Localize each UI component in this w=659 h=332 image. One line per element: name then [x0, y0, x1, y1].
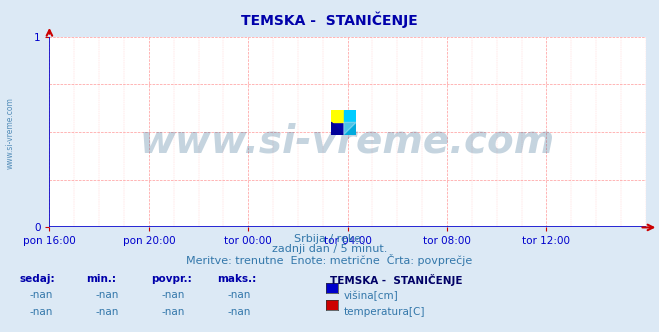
Text: povpr.:: povpr.: — [152, 274, 192, 284]
Polygon shape — [331, 123, 356, 135]
Text: -nan: -nan — [96, 290, 119, 300]
Text: -nan: -nan — [227, 290, 250, 300]
Text: www.si-vreme.com: www.si-vreme.com — [5, 97, 14, 169]
Text: maks.:: maks.: — [217, 274, 257, 284]
Polygon shape — [344, 123, 356, 135]
Bar — [344, 110, 356, 123]
Text: www.si-vreme.com: www.si-vreme.com — [140, 123, 556, 160]
Text: -nan: -nan — [227, 307, 250, 317]
Text: -nan: -nan — [96, 307, 119, 317]
Polygon shape — [344, 123, 356, 135]
Text: -nan: -nan — [30, 290, 53, 300]
Polygon shape — [344, 123, 356, 135]
Text: višina[cm]: višina[cm] — [344, 290, 399, 301]
Text: -nan: -nan — [30, 307, 53, 317]
Text: zadnji dan / 5 minut.: zadnji dan / 5 minut. — [272, 244, 387, 254]
Text: -nan: -nan — [161, 307, 185, 317]
Text: Srbija / reke.: Srbija / reke. — [295, 234, 364, 244]
Text: Meritve: trenutne  Enote: metrične  Črta: povprečje: Meritve: trenutne Enote: metrične Črta: … — [186, 254, 473, 266]
Text: min.:: min.: — [86, 274, 116, 284]
Text: sedaj:: sedaj: — [20, 274, 55, 284]
Text: -nan: -nan — [161, 290, 185, 300]
Polygon shape — [331, 123, 344, 135]
Text: TEMSKA -  STANIČENJE: TEMSKA - STANIČENJE — [241, 12, 418, 28]
Text: TEMSKA -  STANIČENJE: TEMSKA - STANIČENJE — [330, 274, 462, 286]
Bar — [331, 110, 344, 123]
Text: temperatura[C]: temperatura[C] — [344, 307, 426, 317]
Polygon shape — [331, 123, 344, 135]
